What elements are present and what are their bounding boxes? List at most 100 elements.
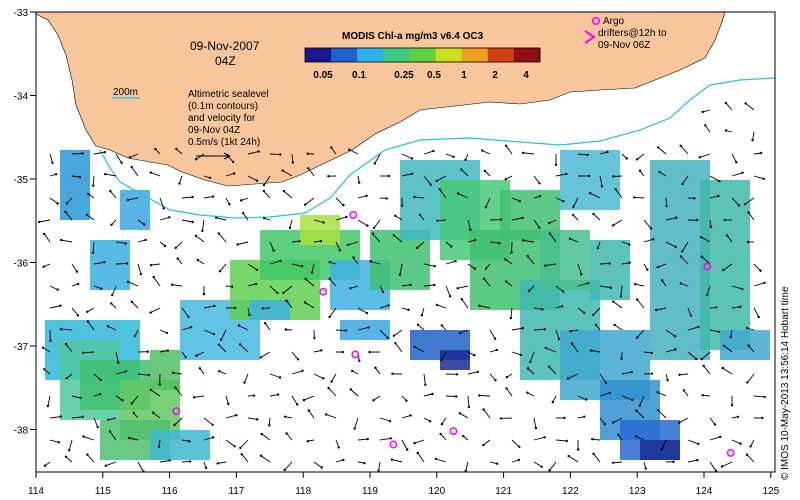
velocity-arrow (349, 149, 359, 155)
velocity-arrow (549, 461, 557, 471)
velocity-arrow (709, 329, 720, 333)
velocity-arrowhead (638, 404, 641, 407)
velocity-arrowhead (757, 315, 760, 319)
velocity-arrow (401, 284, 411, 287)
velocity-arrow (159, 329, 168, 334)
velocity-arrowhead (698, 156, 702, 159)
velocity-arrowhead (108, 430, 112, 433)
velocity-arrowhead (469, 228, 472, 232)
chl-patch (720, 330, 770, 360)
chl-patch (640, 440, 680, 460)
velocity-arrowhead (518, 199, 521, 203)
velocity-arrowhead (604, 381, 608, 385)
velocity-arrowhead (693, 197, 696, 200)
velocity-arrowhead (634, 435, 638, 438)
velocity-arrowhead (248, 313, 251, 317)
velocity-arrowhead (263, 217, 266, 220)
velocity-arrowhead (128, 436, 131, 440)
velocity-arrow (174, 387, 183, 397)
velocity-arrowhead (54, 173, 58, 176)
velocity-arrowhead (194, 158, 198, 161)
velocity-arrow (92, 241, 95, 253)
velocity-arrowhead (302, 398, 306, 402)
velocity-arrowhead (633, 196, 636, 199)
velocity-arrow (131, 395, 139, 404)
velocity-arrowhead (679, 255, 683, 258)
velocity-arrowhead (154, 147, 157, 151)
velocity-arrow (489, 373, 496, 381)
velocity-arrowhead (255, 179, 259, 182)
velocity-arrowhead (551, 400, 554, 404)
velocity-arrow (709, 175, 720, 182)
velocity-arrowhead (189, 326, 193, 329)
velocity-arrow (331, 373, 337, 382)
argo-legend-line-2: drifters@12h to (598, 28, 667, 39)
date-label: 09-Nov-2007 (190, 39, 260, 53)
velocity-arrowhead (747, 211, 750, 214)
velocity-arrow (47, 395, 51, 407)
argo-float-marker (351, 350, 360, 359)
velocity-arrowhead (527, 289, 531, 293)
velocity-arrowhead (320, 349, 323, 352)
velocity-arrowhead (678, 373, 681, 376)
velocity-arrow (643, 238, 654, 243)
velocity-arrowhead (166, 349, 169, 352)
velocity-arrowhead (424, 383, 427, 386)
velocity-arrowhead (130, 402, 133, 405)
x-tick-label: 115 (95, 486, 111, 497)
velocity-arrow (423, 373, 426, 385)
velocity-arrow (153, 276, 161, 287)
velocity-arrow (71, 263, 78, 272)
velocity-arrow (678, 417, 689, 424)
velocity-arrow (313, 461, 323, 468)
velocity-arrow (753, 263, 761, 272)
velocity-arrowhead (99, 393, 102, 396)
velocity-arrowhead (655, 308, 658, 312)
velocity-arrow (372, 233, 381, 243)
velocity-arrow (194, 395, 205, 398)
velocity-arrow (105, 461, 117, 467)
velocity-arrowhead (349, 388, 352, 391)
velocity-arrowhead (91, 251, 95, 254)
velocity-arrow (489, 241, 500, 244)
colorbar-segment (383, 48, 410, 62)
velocity-arrowhead (484, 206, 487, 209)
velocity-arrow (423, 263, 435, 267)
velocity-arrowhead (704, 124, 707, 127)
velocity-arrow (467, 395, 470, 407)
velocity-arrow (247, 175, 258, 182)
velocity-arrowhead (405, 399, 408, 402)
velocity-arrowhead (450, 245, 453, 248)
velocity-arrow (61, 239, 73, 243)
argo-legend-line-3: 09-Nov 06Z (598, 40, 650, 51)
velocity-arrowhead (86, 310, 89, 313)
velocity-arrowhead (276, 393, 280, 396)
argo-float-marker (389, 440, 398, 449)
plot-frame (35, 11, 776, 473)
velocity-arrowhead (482, 443, 485, 447)
velocity-arrow (174, 417, 183, 426)
velocity-arrowhead (557, 337, 561, 341)
velocity-arrowhead (367, 326, 370, 329)
velocity-arrowhead (51, 161, 54, 164)
velocity-arrow (129, 437, 139, 441)
velocity-arrowhead (675, 216, 678, 219)
velocity-arrowhead (625, 157, 628, 160)
velocity-arrow (225, 414, 237, 419)
chl-patch (250, 300, 290, 320)
argo-legend-circle (591, 16, 601, 26)
velocity-arrow (178, 175, 183, 184)
velocity-arrowhead (619, 295, 622, 298)
velocity-arrowhead (416, 451, 419, 455)
note-line-4: 09-Nov 04Z (188, 125, 240, 136)
velocity-arrowhead (751, 139, 754, 142)
velocity-arrow (105, 173, 117, 177)
velocity-arrowhead (484, 267, 488, 270)
velocity-arrowhead (202, 292, 206, 296)
velocity-arrow (465, 461, 469, 472)
chl-patch (150, 350, 180, 390)
velocity-arrowhead (560, 305, 564, 308)
velocity-arrowhead (342, 458, 345, 462)
velocity-arrow (159, 350, 168, 353)
velocity-arrowhead (111, 293, 114, 297)
